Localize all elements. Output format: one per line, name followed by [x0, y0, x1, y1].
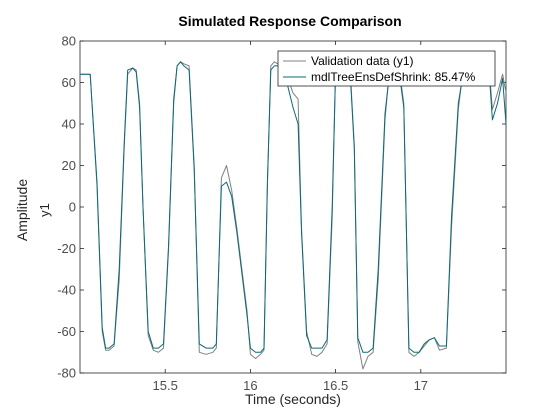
x-axis-label: Time (seconds) [245, 391, 341, 407]
plot-area [79, 40, 507, 374]
x-tick-label: 16.5 [323, 378, 348, 393]
y-tick-label: -20 [57, 241, 76, 256]
y-tick-label: 0 [69, 200, 76, 215]
x-tick-label: 15.5 [153, 378, 178, 393]
legend: Validation data (y1) mdlTreeEnsDefShrink… [277, 50, 496, 87]
legend-label-model: mdlTreeEnsDefShrink: 85.47% [311, 70, 476, 84]
y-tick-label: -40 [57, 283, 76, 298]
y-tick-label: -80 [57, 366, 76, 381]
legend-box [277, 50, 496, 87]
y-channel-label: y1 [37, 203, 52, 217]
chart-title: Simulated Response Comparison [178, 13, 401, 29]
y-tick-label: 20 [62, 158, 76, 173]
axis-ticks: 15.5 16 16.5 17 -80 -60 -40 -20 0 20 40 60 80 [57, 34, 506, 393]
x-tick-label: 16 [243, 378, 257, 393]
x-tick-label: 17 [414, 378, 428, 393]
y-tick-label: 80 [62, 34, 76, 49]
y-tick-label: 60 [62, 75, 76, 90]
y-tick-label: -60 [57, 324, 76, 339]
legend-label-validation: Validation data (y1) [311, 54, 414, 68]
y-axis-label: Amplitude [14, 179, 30, 241]
y-tick-label: 40 [62, 117, 76, 132]
